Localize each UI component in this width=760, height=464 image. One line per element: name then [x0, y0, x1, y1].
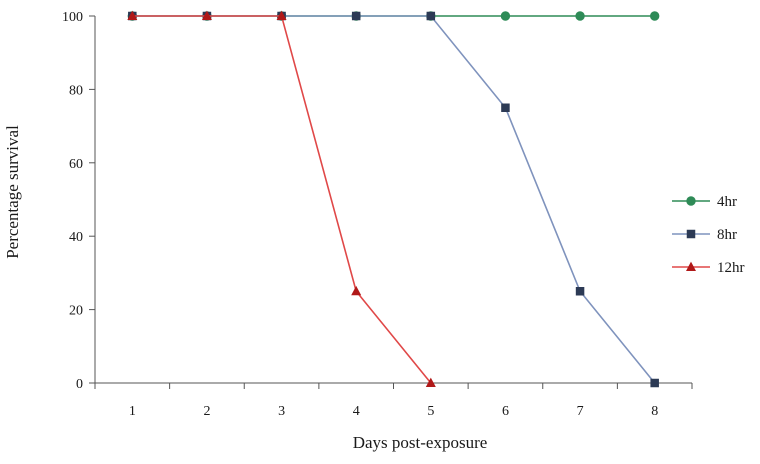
y-tick-label: 60 [69, 157, 83, 172]
x-tick-label: 7 [577, 404, 584, 419]
x-tick-label: 6 [502, 404, 509, 419]
legend-label: 8hr [717, 227, 737, 243]
data-point-8hr [575, 287, 585, 296]
axes: 0 20 40 60 80 100 1 2 3 4 5 6 7 8 [62, 10, 693, 419]
legend: 4hr 8hr 12hr [672, 194, 745, 276]
y-tick-label: 40 [69, 230, 83, 245]
x-axis-label: Days post-exposure [353, 433, 488, 452]
data-point-12hr [425, 377, 436, 388]
x-tick-label: 3 [278, 404, 285, 419]
y-axis-label: Percentage survival [3, 125, 22, 259]
series-line-8hr [132, 15, 656, 384]
x-tick-label: 1 [129, 404, 136, 419]
x-tick-label: 4 [353, 404, 360, 419]
data-point-12hr [351, 285, 362, 296]
x-tick-label: 2 [203, 404, 210, 419]
data-point-4hr [649, 11, 660, 21]
legend-item-4hr: 4hr [672, 194, 737, 210]
series-8hr [128, 11, 659, 388]
series-line-12hr [132, 15, 432, 384]
data-point-8hr [501, 103, 510, 112]
data-point-12hr [276, 10, 287, 21]
series-lines [127, 10, 660, 388]
data-point-12hr [201, 10, 212, 21]
y-tick-label: 20 [69, 304, 83, 319]
legend-marker [686, 261, 696, 272]
data-point-8hr [650, 378, 659, 388]
legend-item-12hr: 12hr [672, 260, 745, 276]
x-tick-label: 5 [427, 404, 434, 419]
data-point-12hr [127, 10, 138, 21]
data-point-4hr [575, 11, 585, 21]
series-12hr [127, 10, 436, 388]
y-tick-label: 0 [76, 377, 83, 392]
y-tick-label: 100 [62, 10, 83, 25]
legend-label: 12hr [717, 260, 745, 276]
data-point-4hr [500, 11, 511, 21]
data-point-8hr [351, 11, 361, 21]
legend-item-8hr: 8hr [672, 227, 737, 243]
y-tick-label: 80 [69, 83, 83, 98]
legend-label: 4hr [717, 194, 737, 210]
legend-marker [686, 196, 696, 206]
x-tick-label: 8 [651, 404, 658, 419]
legend-marker [686, 229, 696, 239]
data-point-8hr [426, 11, 436, 21]
